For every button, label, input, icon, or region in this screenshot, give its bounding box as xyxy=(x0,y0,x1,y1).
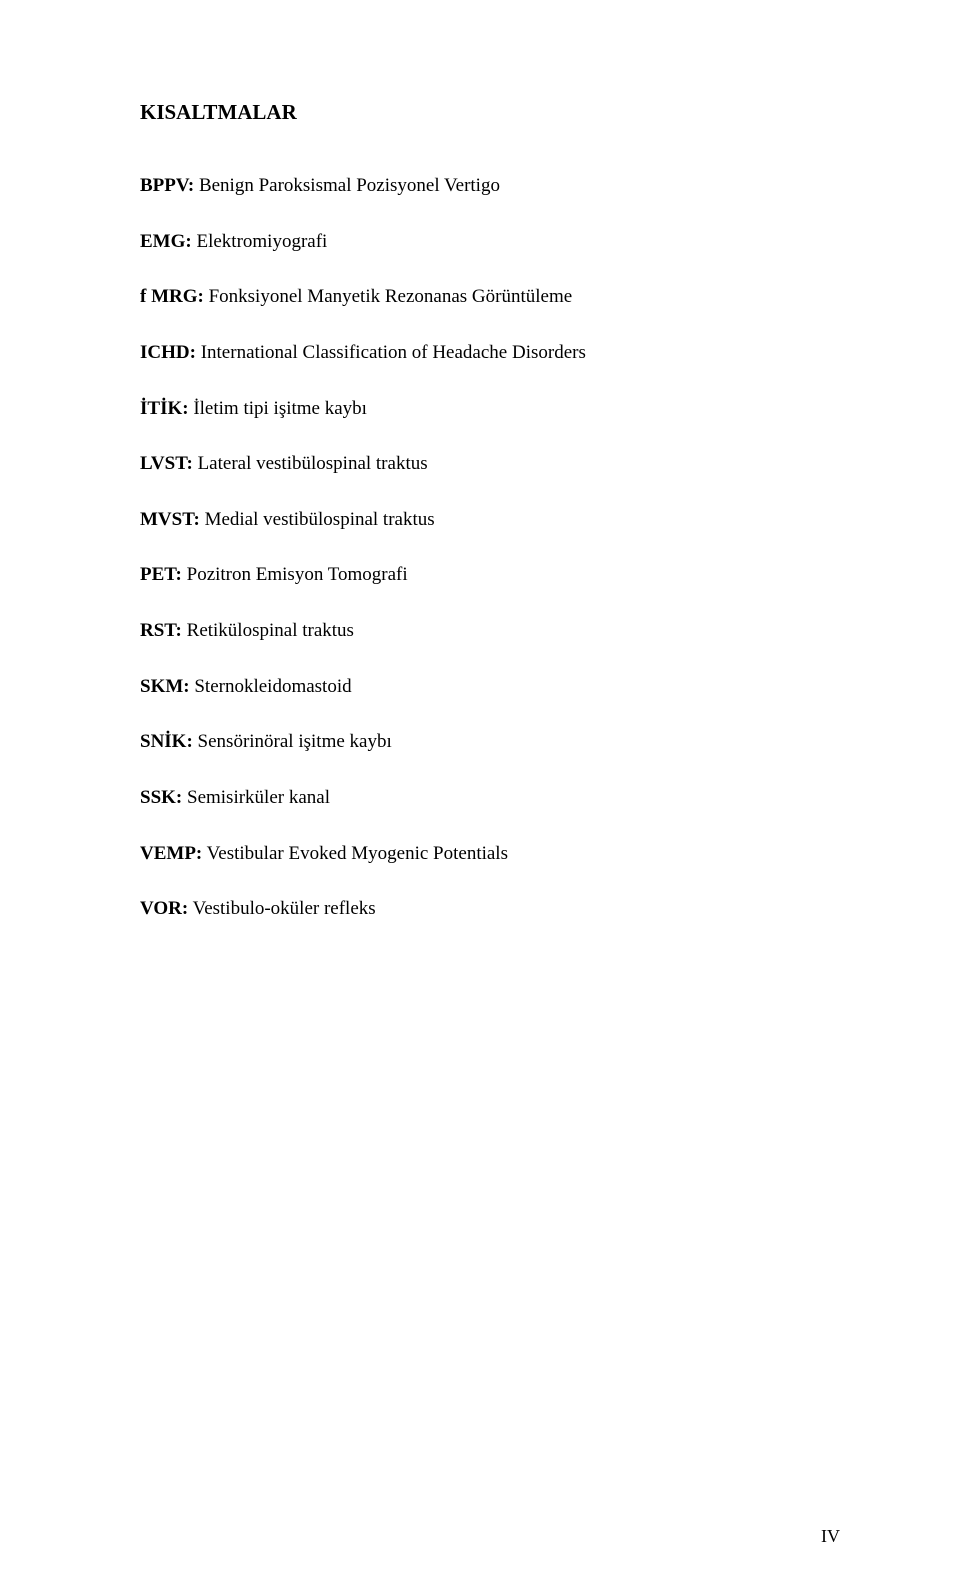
abbr-term: SKM: xyxy=(140,676,190,697)
abbr-term: SNİK: xyxy=(140,731,193,752)
abbr-term: PET: xyxy=(140,564,182,585)
list-item: BPPV: Benign Paroksismal Pozisyonel Vert… xyxy=(140,173,840,199)
abbr-def: Medial vestibülospinal traktus xyxy=(200,509,435,530)
list-item: LVST: Lateral vestibülospinal traktus xyxy=(140,451,840,477)
list-item: RST: Retikülospinal traktus xyxy=(140,618,840,644)
abbr-def: Semisirküler kanal xyxy=(182,787,330,808)
abbr-def: İletim tipi işitme kaybı xyxy=(189,398,367,419)
list-item: f MRG: Fonksiyonel Manyetik Rezonanas Gö… xyxy=(140,284,840,310)
abbr-def: Vestibular Evoked Myogenic Potentials xyxy=(202,843,508,864)
page-heading: KISALTMALAR xyxy=(140,100,840,125)
abbr-term: LVST: xyxy=(140,453,193,474)
abbr-term: VOR: xyxy=(140,898,188,919)
abbr-def: International Classification of Headache… xyxy=(196,342,586,363)
abbr-term: EMG: xyxy=(140,231,192,252)
abbr-term: İTİK: xyxy=(140,398,189,419)
abbr-def: Lateral vestibülospinal traktus xyxy=(193,453,428,474)
page-number: IV xyxy=(821,1526,840,1547)
abbr-def: Benign Paroksismal Pozisyonel Vertigo xyxy=(194,175,500,196)
list-item: PET: Pozitron Emisyon Tomografi xyxy=(140,562,840,588)
abbr-def: Vestibulo-oküler refleks xyxy=(188,898,376,919)
abbr-def: Sternokleidomastoid xyxy=(190,676,352,697)
abbr-term: f MRG: xyxy=(140,286,204,307)
abbr-term: ICHD: xyxy=(140,342,196,363)
list-item: EMG: Elektromiyografi xyxy=(140,229,840,255)
list-item: SSK: Semisirküler kanal xyxy=(140,785,840,811)
abbreviation-list: BPPV: Benign Paroksismal Pozisyonel Vert… xyxy=(140,173,840,922)
list-item: ICHD: International Classification of He… xyxy=(140,340,840,366)
abbr-term: VEMP: xyxy=(140,843,202,864)
abbr-term: RST: xyxy=(140,620,182,641)
list-item: SNİK: Sensörinöral işitme kaybı xyxy=(140,729,840,755)
abbr-def: Sensörinöral işitme kaybı xyxy=(193,731,392,752)
abbr-def: Elektromiyografi xyxy=(192,231,328,252)
list-item: İTİK: İletim tipi işitme kaybı xyxy=(140,396,840,422)
abbr-term: SSK: xyxy=(140,787,182,808)
abbr-term: MVST: xyxy=(140,509,200,530)
abbr-term: BPPV: xyxy=(140,175,194,196)
abbr-def: Retikülospinal traktus xyxy=(182,620,354,641)
abbr-def: Fonksiyonel Manyetik Rezonanas Görüntüle… xyxy=(204,286,572,307)
abbr-def: Pozitron Emisyon Tomografi xyxy=(182,564,408,585)
list-item: SKM: Sternokleidomastoid xyxy=(140,674,840,700)
list-item: VEMP: Vestibular Evoked Myogenic Potenti… xyxy=(140,841,840,867)
list-item: VOR: Vestibulo-oküler refleks xyxy=(140,896,840,922)
list-item: MVST: Medial vestibülospinal traktus xyxy=(140,507,840,533)
